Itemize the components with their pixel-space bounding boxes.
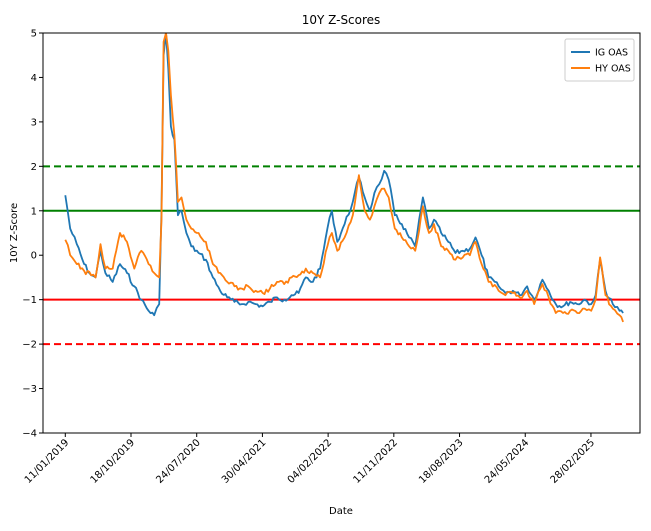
x-tick-label: 18/08/2023 <box>417 437 466 486</box>
series-line-hy-oas <box>64 33 624 323</box>
series-line-ig-oas <box>64 33 624 317</box>
legend-label: HY OAS <box>595 64 631 75</box>
y-axis-ticks: −4 −3 −2 −1 0 1 2 3 4 5 <box>22 29 43 440</box>
x-axis-title: Date <box>329 506 353 517</box>
x-tick-label: 28/02/2025 <box>549 437 598 486</box>
x-tick-label: 11/01/2019 <box>23 437 72 486</box>
x-tick-label: 30/04/2021 <box>220 437 269 486</box>
y-tick-label: 1 <box>31 206 37 217</box>
x-tick-label: 24/07/2020 <box>154 437 203 486</box>
y-axis-title: 10Y Z-Score <box>9 203 20 263</box>
y-tick-label: −4 <box>22 429 37 440</box>
chart-title: 10Y Z-Scores <box>302 13 381 27</box>
y-tick-label: 3 <box>31 117 37 128</box>
legend-box <box>564 38 635 82</box>
y-tick-label: −2 <box>22 340 37 351</box>
y-tick-label: 4 <box>31 73 37 84</box>
x-tick-label: 18/10/2019 <box>89 437 138 486</box>
reference-lines <box>43 165 640 346</box>
legend-label: IG OAS <box>595 48 628 59</box>
x-tick-label: 11/11/2022 <box>351 437 400 486</box>
y-tick-label: 2 <box>31 162 37 173</box>
y-tick-label: −3 <box>22 384 37 395</box>
x-tick-label: 24/05/2024 <box>483 437 532 486</box>
legend: IG OAS HY OAS <box>564 38 635 82</box>
y-tick-label: 5 <box>31 29 37 40</box>
x-tick-label: 04/02/2022 <box>286 437 335 486</box>
series-layer <box>64 33 624 323</box>
y-tick-label: −1 <box>22 295 37 306</box>
x-axis-ticks: 11/01/2019 18/10/2019 24/07/2020 30/04/2021… <box>23 433 597 486</box>
y-tick-label: 0 <box>31 251 37 262</box>
plot-frame <box>42 32 641 434</box>
